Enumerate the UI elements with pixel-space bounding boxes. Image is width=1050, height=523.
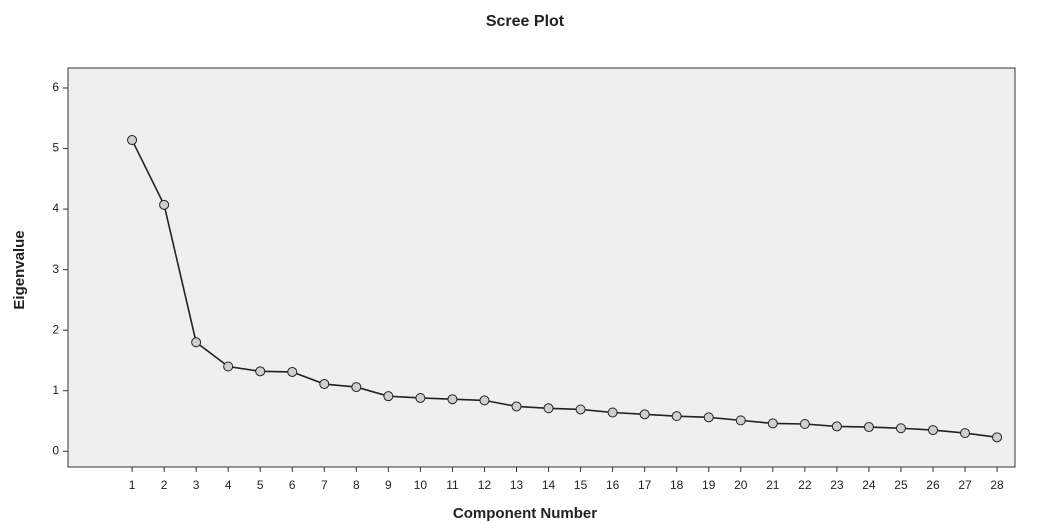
x-tick-label: 20: [734, 478, 748, 492]
x-tick-label: 7: [321, 478, 328, 492]
data-point: [479, 395, 490, 406]
data-point: [223, 361, 234, 372]
data-point: [447, 394, 458, 405]
x-tick-label: 1: [129, 478, 136, 492]
chart-title: Scree Plot: [486, 13, 565, 30]
x-tick-label: 6: [289, 478, 296, 492]
data-point: [992, 432, 1003, 443]
data-point: [960, 428, 971, 439]
x-tick-label: 17: [638, 478, 652, 492]
y-tick-label: 1: [52, 383, 59, 397]
data-point: [319, 379, 330, 390]
x-tick-label: 3: [193, 478, 200, 492]
data-point: [575, 404, 586, 415]
data-point: [831, 421, 842, 432]
data-point: [255, 366, 266, 377]
x-tick-label: 12: [478, 478, 492, 492]
data-point: [671, 411, 682, 422]
data-point: [639, 409, 650, 420]
data-point: [543, 403, 554, 414]
x-tick-label: 11: [446, 478, 459, 492]
x-tick-label: 15: [574, 478, 588, 492]
x-tick-label: 4: [225, 478, 232, 492]
x-tick-label: 2: [161, 478, 168, 492]
data-point: [863, 422, 874, 433]
y-tick-label: 4: [52, 201, 59, 215]
data-point: [927, 425, 938, 436]
x-tick-label: 8: [353, 478, 360, 492]
x-tick-label: 5: [257, 478, 264, 492]
data-point: [511, 401, 522, 412]
x-tick-label: 21: [766, 478, 780, 492]
y-tick-label: 5: [52, 141, 59, 155]
data-point: [735, 415, 746, 426]
data-point: [351, 382, 362, 393]
data-point: [191, 337, 202, 348]
x-tick-label: 22: [798, 478, 812, 492]
x-tick-label: 18: [670, 478, 684, 492]
y-tick-label: 0: [52, 443, 59, 457]
x-tick-label: 25: [894, 478, 908, 492]
data-point: [703, 412, 714, 423]
data-point: [415, 392, 426, 403]
y-tick-label: 6: [52, 80, 59, 94]
x-tick-label: 27: [958, 478, 972, 492]
x-tick-label: 28: [990, 478, 1004, 492]
data-point: [127, 135, 138, 146]
data-point: [895, 423, 906, 434]
x-tick-label: 24: [862, 478, 876, 492]
x-tick-label: 14: [542, 478, 556, 492]
x-axis-title: Component Number: [453, 505, 597, 522]
data-point: [287, 366, 298, 377]
data-point: [159, 199, 170, 210]
x-tick-label: 19: [702, 478, 716, 492]
series-line: [131, 139, 998, 439]
x-tick-label: 10: [414, 478, 428, 492]
x-tick-label: 23: [830, 478, 844, 492]
data-point: [799, 419, 810, 430]
data-point: [607, 407, 618, 418]
x-tick-label: 13: [510, 478, 524, 492]
y-tick-label: 3: [52, 262, 59, 276]
x-tick-label: 9: [385, 478, 392, 492]
data-point: [767, 418, 778, 429]
y-tick-label: 2: [52, 322, 59, 336]
data-point: [383, 391, 394, 402]
plot-area: [67, 67, 1016, 468]
x-tick-label: 16: [606, 478, 620, 492]
x-tick-label: 26: [926, 478, 940, 492]
y-axis-title: Eigenvalue: [11, 230, 28, 309]
